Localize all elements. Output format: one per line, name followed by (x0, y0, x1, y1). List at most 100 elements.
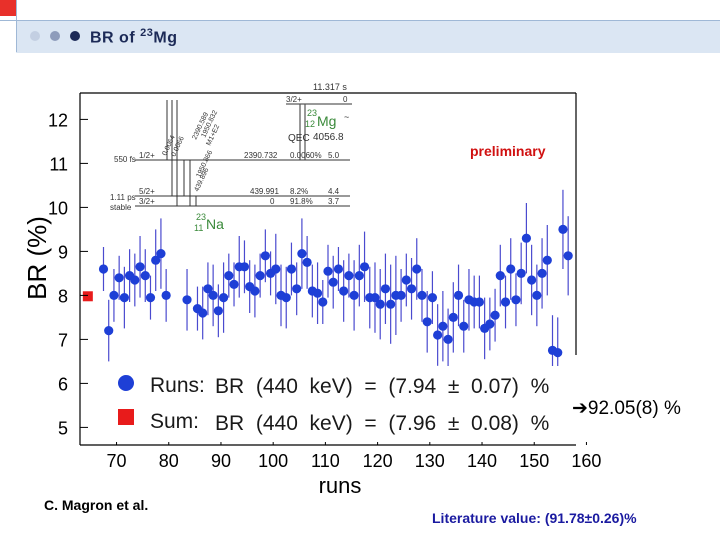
data-point (104, 326, 114, 336)
data-point (495, 271, 505, 281)
level-2-energy: 439.991 (250, 187, 279, 196)
x-tick-label: 100 (258, 451, 288, 471)
bullet-dot-2 (50, 31, 60, 41)
level-1-feed: 0.0060% (290, 151, 322, 160)
x-tick-label: 150 (519, 451, 549, 471)
data-point (380, 284, 391, 294)
legend-background (110, 366, 602, 442)
data-point (239, 262, 250, 272)
parent-z: 12 (305, 119, 315, 129)
title-text: BR of (90, 29, 136, 47)
data-point (422, 317, 432, 327)
data-point (386, 299, 396, 309)
literature-value: Literature value: (91.78±0.26)% (432, 510, 637, 526)
data-point (406, 284, 417, 294)
data-point (333, 264, 344, 274)
data-point (151, 255, 161, 265)
x-axis-label: runs (319, 473, 362, 498)
data-point (198, 308, 208, 318)
top-state-energy: 0 (343, 95, 348, 104)
data-point (401, 275, 411, 285)
level-1-logft: 5.0 (328, 151, 340, 160)
level-1-energy: 2390.732 (244, 151, 278, 160)
data-point (417, 290, 427, 300)
x-tick-label: 140 (467, 451, 497, 471)
data-point (286, 264, 297, 274)
data-point (553, 348, 563, 358)
data-point (297, 249, 307, 259)
data-point (98, 264, 109, 274)
data-point (109, 290, 119, 300)
data-point (135, 262, 145, 272)
data-point (527, 275, 537, 285)
legend-runs-label: Runs: (150, 374, 205, 397)
level-2-logft: 4.4 (328, 187, 340, 196)
top-state-halflife: 11.317 s (313, 82, 347, 92)
level-3-halflife: stable (110, 203, 132, 212)
y-axis-label: BR (%) (22, 216, 52, 300)
data-point (328, 277, 338, 287)
y-tick-label: 5 (58, 418, 68, 438)
q-value-label: QEC (288, 133, 310, 144)
daughter-symbol: Na (206, 216, 224, 232)
level-2-spin: 5/2+ (139, 187, 155, 196)
data-point (114, 273, 124, 283)
y-tick-label: 7 (58, 330, 68, 350)
legend-sum-label: Sum: (150, 410, 199, 433)
data-point (506, 264, 516, 274)
level-1-spin: 1/2+ (139, 151, 155, 160)
data-point (359, 262, 370, 272)
slide-title: BR of 23Mg (90, 27, 177, 47)
q-value: 4056.8 (313, 132, 344, 143)
legend: Runs: BR (440 keV) = (7.94 ± 0.07) % Sum… (110, 366, 602, 442)
x-tick-label: 70 (107, 451, 127, 471)
x-tick-label: 80 (159, 451, 179, 471)
data-point (281, 293, 291, 303)
error-bar-layer (102, 189, 569, 388)
bullet-dot-1 (30, 31, 40, 41)
bullet-dot-3 (70, 31, 80, 41)
x-tick-label: 130 (415, 451, 445, 471)
data-point (140, 271, 150, 281)
preliminary-annotation: preliminary (470, 143, 546, 159)
data-point (312, 288, 323, 298)
level-3-logft: 3.7 (328, 197, 340, 206)
parent-suffix: ~ (344, 112, 349, 122)
data-point (224, 271, 234, 281)
data-point (427, 293, 438, 303)
title-mass-number: 23 (140, 27, 154, 39)
data-point (443, 334, 453, 344)
title-bar: BR of 23Mg (0, 0, 720, 53)
x-tick-label: 120 (363, 451, 393, 471)
level-scheme-inset: 11.317 s 3/2+ 0 23 12 Mg ~ QEC 4056.8 55… (110, 82, 352, 233)
data-point (156, 249, 166, 259)
data-point (354, 271, 364, 281)
data-point (370, 293, 380, 303)
title-element: Mg (153, 29, 178, 47)
data-point (521, 233, 532, 243)
data-point (516, 268, 526, 278)
legend-runs-marker (118, 375, 134, 391)
data-point (396, 290, 406, 300)
data-point (292, 284, 302, 294)
data-point (203, 284, 213, 294)
level-2-halflife: 1.11 ps (110, 193, 136, 202)
data-point (511, 295, 521, 305)
result-value: ➔92.05(8) % (572, 397, 681, 420)
level-3-spin: 3/2+ (139, 197, 155, 206)
data-point (213, 306, 223, 316)
title-divider-horizontal (0, 20, 16, 21)
x-tick-label: 110 (311, 451, 340, 471)
parent-mass: 23 (307, 108, 317, 118)
data-point (375, 299, 385, 309)
data-point (485, 319, 495, 329)
data-point (433, 330, 443, 340)
result-text: 92.05(8) % (587, 398, 681, 419)
data-point (255, 271, 265, 281)
level-3-energy: 0 (270, 197, 275, 206)
data-point (218, 293, 229, 303)
data-point (453, 290, 464, 300)
data-point (229, 279, 239, 289)
data-point (208, 290, 218, 300)
